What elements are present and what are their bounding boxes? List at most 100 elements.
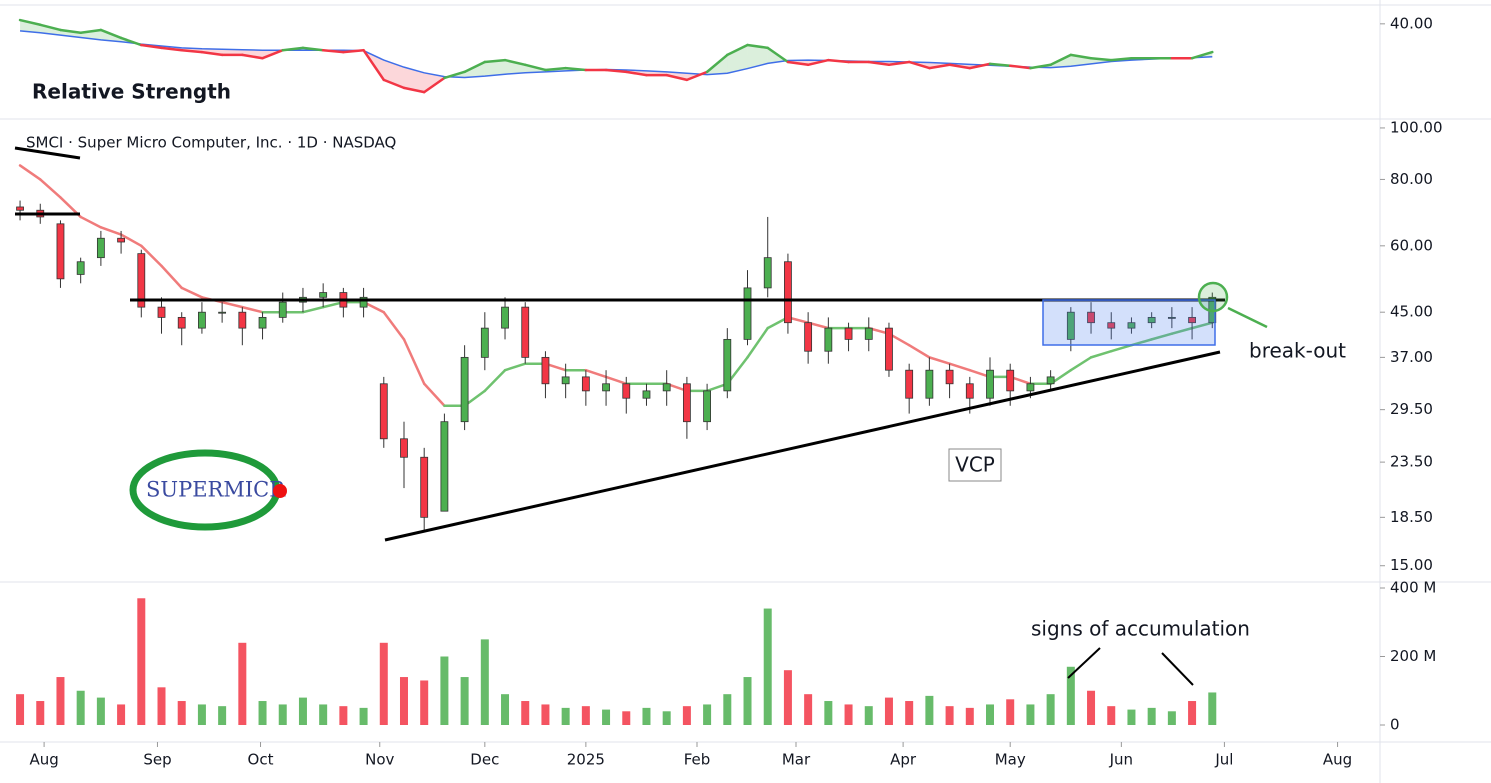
moving-average [39, 178, 62, 199]
rs-line [564, 66, 588, 72]
volume-bar [56, 677, 65, 725]
volume-bar [177, 701, 186, 725]
rs-line [625, 70, 648, 77]
x-tick-label: Apr [890, 751, 917, 769]
rs-line [988, 62, 1012, 67]
rs-line [59, 28, 82, 35]
callout-line [1227, 306, 1268, 329]
candle-body [1167, 316, 1176, 319]
panel-title: Relative Strength [32, 80, 231, 104]
volume-bar [137, 598, 146, 725]
candle-body [945, 369, 954, 385]
candle-body [177, 316, 186, 329]
rs-line [604, 68, 628, 74]
volume-bar [96, 697, 105, 725]
moving-average [301, 305, 325, 314]
rs-fill [484, 60, 506, 77]
rs-line [907, 60, 931, 70]
rs-line [463, 60, 487, 74]
candle-body [581, 376, 590, 392]
x-tick-label: Oct [248, 751, 274, 769]
moving-average [1089, 349, 1113, 359]
y-tick-label: 37.00 [1390, 348, 1433, 366]
volume-bar [339, 706, 348, 725]
moving-average [1150, 332, 1174, 341]
moving-average [1109, 343, 1133, 353]
y-tick-label: 0 [1390, 716, 1400, 734]
rs-line [18, 18, 42, 27]
candle-body [602, 383, 610, 392]
candle-body [784, 261, 792, 324]
volume-bar [460, 677, 469, 725]
moving-average [140, 244, 163, 268]
candle-body [400, 438, 408, 458]
volume-bar [602, 709, 611, 725]
candle-body [319, 292, 328, 298]
rs-line [1089, 56, 1113, 62]
rs-line [422, 76, 446, 94]
x-tick-label: Sep [143, 751, 171, 769]
y-tick-label: 60.00 [1390, 236, 1433, 254]
volume-bar [197, 704, 206, 725]
volume-bar [238, 642, 247, 725]
volume-bar [763, 608, 772, 725]
drawn-line [14, 146, 81, 160]
volume-bar [581, 706, 590, 725]
candle-body [440, 421, 449, 512]
candle-body [885, 327, 893, 371]
logo-dot [273, 484, 287, 498]
candle-body [56, 223, 65, 280]
volume-bar [945, 706, 954, 725]
candle-body [1107, 322, 1116, 329]
candle-body [763, 257, 772, 289]
y-tick-label: 23.50 [1390, 453, 1433, 471]
moving-average [1069, 356, 1093, 372]
moving-average [382, 310, 406, 341]
rs-line [180, 48, 204, 54]
volume-bar [76, 690, 85, 725]
x-tick-label: Aug [29, 751, 58, 769]
x-tick-label: Aug [1323, 751, 1352, 769]
candle-body [501, 306, 509, 329]
moving-average [948, 362, 972, 372]
candle-body [864, 327, 873, 340]
moving-average [584, 368, 608, 379]
volume-bar [501, 694, 510, 725]
volume-bar [117, 704, 126, 725]
rs-fill [222, 49, 243, 55]
annotation: VCP [955, 453, 995, 477]
rs-line [301, 46, 325, 52]
plot-layer: 40.00 100.00 80.00 60.00 45.00 37.00 29.50 23.5… [16, 14, 1443, 769]
rs-line [806, 58, 830, 67]
rs-line [140, 43, 163, 50]
volume-bar [986, 704, 994, 725]
annotation: signs of accumulation [1031, 617, 1250, 641]
candle-body [379, 383, 388, 440]
candle-body [905, 369, 914, 399]
rs-line [665, 73, 689, 82]
volume-bar [278, 704, 287, 725]
volume-bar [379, 642, 388, 725]
candle-body [642, 390, 651, 399]
rs-line [544, 66, 567, 72]
y-tick-label: 15.00 [1390, 556, 1433, 574]
moving-average [503, 362, 527, 372]
breakout-circle [1197, 281, 1229, 313]
rs-fill [40, 24, 61, 36]
rs-line [867, 60, 891, 67]
candle-body [1066, 311, 1075, 340]
rs-line [887, 60, 911, 67]
x-tick-label: Dec [470, 751, 499, 769]
x-tick-label: Nov [365, 751, 394, 769]
rs-line [1029, 63, 1052, 70]
volume-bar [157, 687, 166, 725]
volume-bar [743, 677, 752, 725]
volume-bar [682, 706, 691, 725]
volume-bar [804, 694, 813, 725]
y-tick-label: 80.00 [1390, 170, 1433, 188]
rs-line [928, 63, 951, 70]
callout-line [1067, 647, 1101, 679]
rs-line [746, 43, 769, 50]
rs-line [766, 46, 790, 64]
